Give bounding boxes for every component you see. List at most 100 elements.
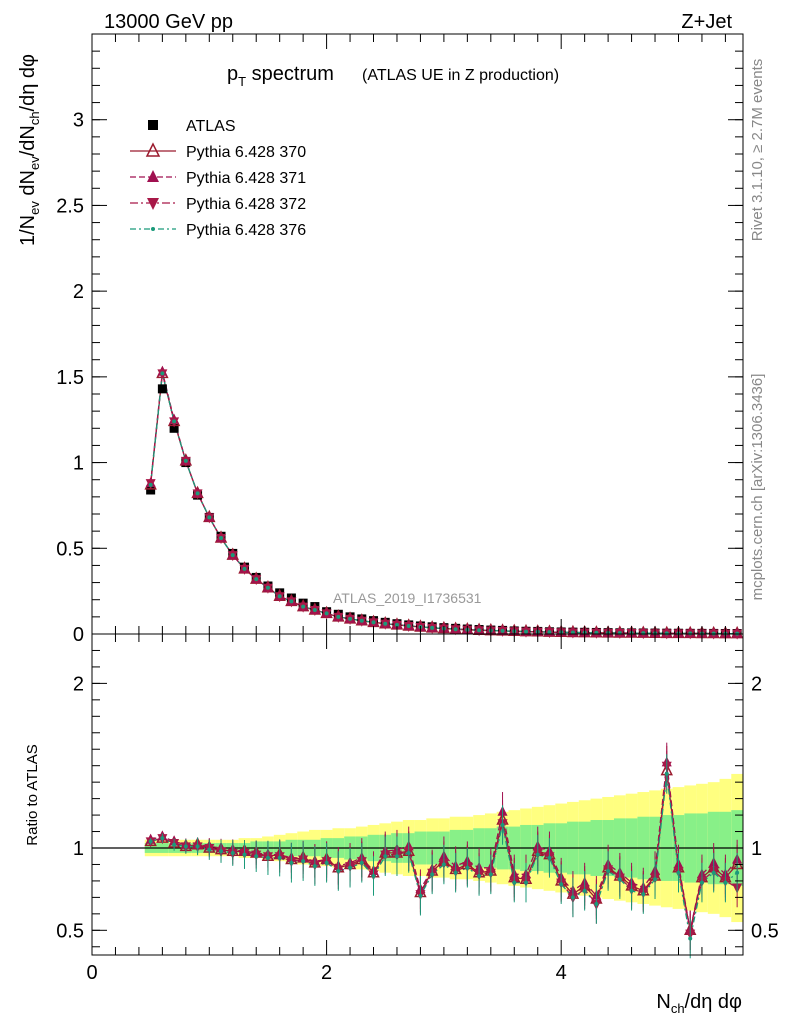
ratio-point-4 [394, 854, 399, 859]
ratio-point-4 [324, 860, 329, 865]
top-point-4 [195, 491, 200, 496]
legend-label: Pythia 6.428 372 [186, 196, 306, 213]
top-point-4 [277, 594, 282, 599]
top-point-4 [312, 608, 317, 612]
top-point-4 [394, 622, 399, 627]
legend-item: Pythia 6.428 370 [130, 142, 306, 161]
top-point-4 [641, 631, 646, 636]
ratio-point-4 [570, 895, 575, 900]
ratio-ytick-label-right: 0.5 [751, 920, 779, 942]
ratio-point-4 [500, 822, 505, 827]
ratio-point-4 [289, 860, 294, 865]
ratio-point-4 [265, 855, 270, 860]
legend-marker [147, 170, 159, 182]
ratio-point-4 [535, 852, 540, 857]
top-point-4 [547, 630, 552, 635]
ratio-point-4 [512, 880, 517, 885]
ratio-point-4 [348, 865, 353, 870]
top-point-4 [219, 536, 224, 540]
top-point-4 [289, 599, 294, 604]
top-ytick-label: 3 [73, 110, 84, 132]
ratio-point-4 [653, 877, 658, 882]
ratio-point-4 [477, 873, 482, 878]
legend-label: Pythia 6.428 376 [186, 222, 306, 239]
mcplots-label: mcplots.cern.ch [arXiv:1306.3436] [749, 374, 766, 601]
top-ytick-label: 1 [73, 453, 84, 475]
ratio-point-4 [617, 877, 622, 882]
xtick-label: 4 [556, 962, 567, 984]
top-point-4 [383, 621, 388, 626]
ratio-point-4 [359, 860, 364, 865]
ratio-point-4 [582, 888, 587, 893]
chart-title-rest: spectrum [246, 63, 334, 85]
xlabel: Nch/dη dφ [656, 991, 742, 1016]
ratio-ytick-label: 2 [73, 673, 84, 695]
ratio-point-4 [277, 855, 282, 860]
ratio-point-4 [676, 870, 681, 875]
process-label: Z+Jet [681, 11, 732, 33]
ratio-ytick-label: 0.5 [56, 920, 84, 942]
ratio-point-4 [172, 842, 177, 847]
ratio-ylabel: Ratio to ATLAS [24, 744, 41, 845]
top-ytick-label: 2.5 [56, 195, 84, 217]
top-point-4 [477, 628, 482, 633]
legend-marker [151, 227, 155, 231]
chart-title: pT spectrum [227, 63, 334, 89]
ratio-point-4 [242, 852, 247, 857]
ratio-point-4 [219, 849, 224, 854]
top-point-4 [254, 577, 259, 582]
ratio-ytick-label-right: 1 [751, 838, 762, 860]
ratio-point-4 [664, 771, 669, 776]
ratio-point-4 [547, 855, 552, 860]
ratio-point-4 [606, 869, 611, 874]
ratio-point-4 [301, 859, 306, 864]
ratio-point-4 [336, 869, 341, 874]
ratio-frame [91, 633, 744, 956]
top-ytick-label: 0 [73, 624, 84, 646]
legend-marker-atlas [148, 120, 158, 130]
top-point-4 [406, 623, 411, 628]
top-atlas-point [146, 485, 156, 495]
legend-item: Pythia 6.428 371 [130, 170, 306, 187]
ratio-point-4 [207, 847, 212, 852]
ratio-point-4 [148, 839, 153, 844]
top-point-4 [172, 419, 177, 424]
legend-marker [147, 198, 159, 210]
legend: ATLAS Pythia 6.428 370 Pythia 6.428 371 Pyt… [130, 118, 306, 239]
top-point-4 [524, 629, 528, 634]
top-ytick-label: 1.5 [56, 367, 84, 389]
top-point-4 [230, 553, 235, 558]
ratio-point-4 [524, 880, 528, 885]
ratio-point-4 [430, 872, 435, 877]
ratio-point-4 [688, 936, 693, 941]
ratio-point-4 [699, 880, 704, 885]
ratio-point-4 [183, 844, 188, 849]
ratio-point-4 [312, 864, 317, 869]
top-point-4 [242, 566, 247, 571]
top-point-4 [148, 482, 153, 487]
chart-title-sub: T [238, 74, 246, 89]
xtick-label: 0 [86, 962, 97, 984]
top-point-4 [500, 628, 505, 633]
ratio-point-4 [711, 870, 716, 875]
ratio-series-markers [144, 742, 744, 959]
ratio-axis: 0.5 0.5 1 1 2 2 0 2 4 [56, 633, 779, 984]
ratio-point-4 [723, 880, 728, 885]
ratio-point-4 [371, 873, 376, 878]
top-point-4 [348, 616, 353, 621]
top-point-4 [301, 604, 306, 609]
analysis-watermark: ATLAS_2019_I1736531 [333, 590, 482, 606]
legend-marker [145, 142, 161, 157]
energy-label: 13000 GeV pp [104, 11, 233, 33]
top-point-4 [664, 631, 669, 636]
ratio-point-4 [453, 870, 458, 875]
legend-item: ATLAS [148, 118, 236, 135]
ratio-point-4 [594, 901, 599, 906]
ratio-point-4 [383, 854, 388, 859]
top-atlas-point [157, 384, 167, 394]
top-point-4 [359, 618, 364, 623]
top-ytick-label: 0.5 [56, 538, 84, 560]
ratio-ytick-label: 1 [73, 838, 84, 860]
ratio-point-4 [559, 882, 564, 887]
